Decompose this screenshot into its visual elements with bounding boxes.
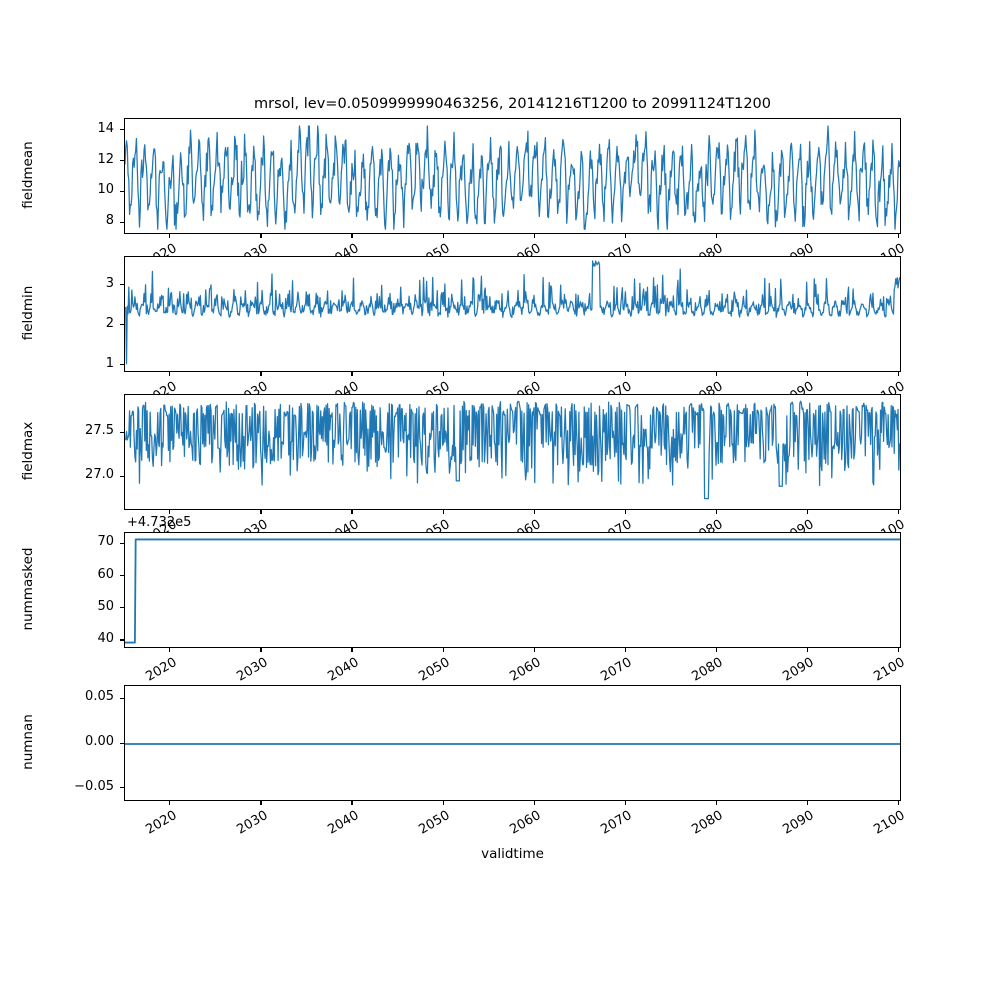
y-tick-mark [119, 160, 124, 162]
y-tick-label: 27.5 [85, 423, 114, 439]
subplot-fieldmean [124, 118, 901, 234]
y-tick-label: 2 [105, 315, 114, 331]
x-tick-mark [624, 801, 626, 806]
subplot-fieldmax [124, 394, 901, 510]
y-tick-label: 70 [97, 534, 114, 550]
y-axis-label-fieldmax: fieldmax [20, 421, 36, 481]
page-title: mrsol, lev=0.0509999990463256, 20141216T… [254, 96, 771, 112]
y-axis-label-nummasked: nummasked [20, 547, 36, 631]
y-tick-label: 3 [105, 275, 114, 291]
y-tick-label: 10 [97, 182, 114, 198]
y-tick-mark [119, 639, 124, 641]
y-tick-mark [119, 742, 124, 744]
x-tick-mark [169, 234, 171, 239]
y-tick-label: 14 [97, 120, 114, 136]
y-tick-label: 40 [97, 630, 114, 646]
x-tick-mark [897, 372, 899, 377]
x-tick-mark [533, 372, 535, 377]
plot-line-nummasked [125, 538, 900, 644]
x-tick-mark [897, 510, 899, 515]
subplot-nummasked [124, 532, 901, 648]
y-tick-label: 60 [97, 566, 114, 582]
x-tick-mark [351, 234, 353, 239]
x-tick-mark [624, 510, 626, 515]
x-tick-mark [715, 372, 717, 377]
x-tick-mark [897, 801, 899, 806]
y-tick-label: 12 [97, 151, 114, 167]
x-tick-mark [169, 801, 171, 806]
y-tick-mark [119, 284, 124, 286]
subplot-fieldmin [124, 256, 901, 372]
y-tick-label: 0.00 [85, 734, 114, 749]
x-tick-mark [442, 234, 444, 239]
x-tick-mark [351, 648, 353, 653]
y-tick-mark [119, 697, 124, 699]
x-tick-mark [897, 234, 899, 239]
y-tick-mark [119, 475, 124, 477]
y-tick-label: 1 [105, 355, 114, 371]
y-tick-mark [119, 324, 124, 326]
x-tick-mark [533, 234, 535, 239]
x-tick-mark [442, 510, 444, 515]
y-tick-label: 0.05 [85, 689, 114, 705]
x-tick-mark [624, 234, 626, 239]
plot-line-numnan [125, 743, 900, 745]
x-tick-mark [624, 372, 626, 377]
x-tick-mark [169, 648, 171, 653]
x-tick-mark [351, 801, 353, 806]
x-tick-mark [897, 648, 899, 653]
x-tick-mark [442, 372, 444, 377]
y-tick-label: 27.0 [85, 467, 114, 483]
plot-line-fieldmax [125, 400, 900, 500]
plot-line-fieldmean [125, 125, 900, 230]
x-tick-mark [260, 510, 262, 515]
x-tick-mark [260, 801, 262, 806]
y-axis-label-numnan: numnan [20, 714, 36, 770]
x-tick-mark [806, 372, 808, 377]
y-tick-mark [119, 542, 124, 544]
y-tick-mark [119, 364, 124, 366]
x-tick-mark [260, 648, 262, 653]
x-tick-mark [351, 372, 353, 377]
x-tick-mark [442, 801, 444, 806]
x-tick-mark [533, 510, 535, 515]
y-tick-mark [119, 221, 124, 223]
x-tick-mark [806, 510, 808, 515]
x-tick-mark [715, 801, 717, 806]
subplot-numnan [124, 685, 901, 801]
y-axis-offset-text: +4.732e5 [127, 515, 192, 530]
y-tick-mark [119, 190, 124, 193]
x-tick-mark [806, 648, 808, 653]
y-tick-mark [119, 575, 124, 577]
y-tick-mark [119, 431, 124, 433]
x-axis-label: validtime [481, 846, 544, 862]
x-tick-mark [442, 648, 444, 653]
plot-line-fieldmin [125, 260, 900, 365]
x-tick-mark [715, 234, 717, 239]
x-tick-mark [169, 372, 171, 377]
x-tick-mark [715, 510, 717, 515]
y-axis-label-fieldmean: fieldmean [20, 141, 36, 209]
y-axis-label-fieldmin: fieldmin [20, 285, 36, 341]
y-tick-mark [119, 607, 124, 609]
x-tick-mark [533, 648, 535, 653]
y-tick-mark [119, 787, 124, 789]
x-tick-mark [533, 801, 535, 806]
y-tick-label: 50 [97, 598, 114, 614]
x-tick-mark [715, 648, 717, 653]
x-tick-mark [806, 801, 808, 806]
x-tick-mark [351, 510, 353, 515]
y-tick-label: −0.05 [74, 778, 114, 794]
y-tick-label: 8 [105, 213, 114, 229]
y-tick-mark [119, 129, 124, 131]
x-tick-mark [624, 648, 626, 653]
x-tick-mark [806, 234, 808, 239]
x-tick-mark [169, 510, 171, 515]
x-tick-mark [260, 234, 262, 239]
x-tick-mark [260, 372, 262, 377]
